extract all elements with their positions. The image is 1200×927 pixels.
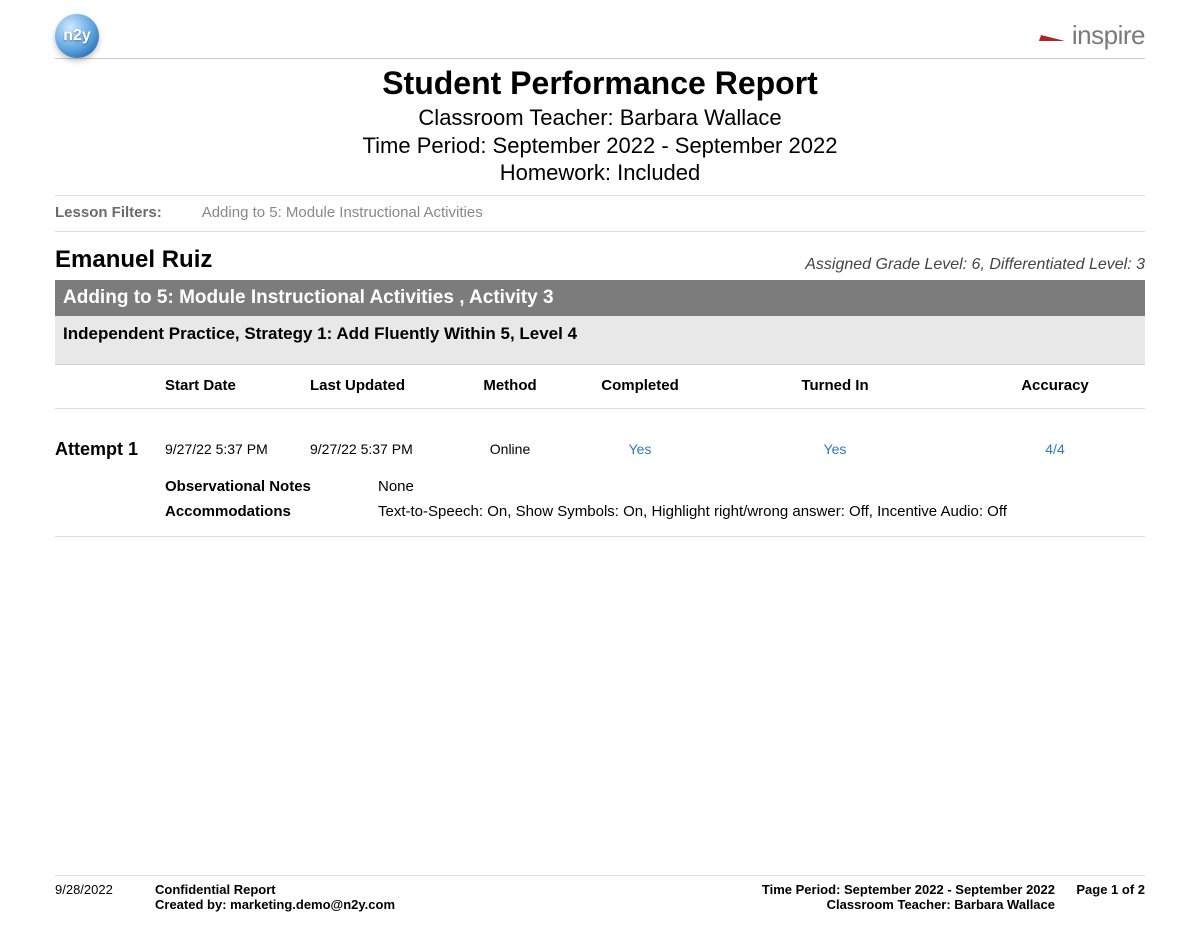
col-completed: Completed (565, 377, 715, 394)
table-header: Start Date Last Updated Method Completed… (55, 365, 1145, 409)
footer-date: 9/28/2022 (55, 882, 155, 897)
footer-right: Time Period: September 2022 - September … (605, 882, 1055, 912)
student-name: Emanuel Ruiz (55, 246, 212, 274)
lesson-filters-label: Lesson Filters: (55, 204, 162, 221)
obs-row: Observational Notes None (165, 474, 1145, 499)
cell-updated: 9/27/22 5:37 PM (310, 441, 455, 457)
activity-bar: Adding to 5: Module Instructional Activi… (55, 280, 1145, 316)
attempt-label: Attempt 1 (55, 439, 165, 460)
col-start: Start Date (165, 377, 310, 394)
student-row: Emanuel Ruiz Assigned Grade Level: 6, Di… (55, 232, 1145, 280)
table-row: Attempt 1 9/27/22 5:37 PM 9/27/22 5:37 P… (55, 409, 1145, 468)
footer-conf: Confidential Report (155, 882, 276, 897)
col-blank (55, 377, 165, 394)
inspire-logo: inspire (1040, 20, 1145, 51)
practice-bar: Independent Practice, Strategy 1: Add Fl… (55, 316, 1145, 365)
col-accuracy: Accuracy (955, 377, 1155, 394)
student-meta: Assigned Grade Level: 6, Differentiated … (805, 256, 1145, 274)
teacher-line: Classroom Teacher: Barbara Wallace (55, 104, 1145, 132)
footer-left: Confidential Report Created by: marketin… (155, 882, 605, 912)
cell-completed[interactable]: Yes (565, 441, 715, 457)
footer-teacher: Classroom Teacher: Barbara Wallace (827, 897, 1055, 912)
top-bar: n2y inspire (55, 15, 1145, 59)
cell-method: Online (455, 441, 565, 457)
period-line: Time Period: September 2022 - September … (55, 132, 1145, 160)
inspire-word: inspire (1072, 20, 1145, 51)
homework-line: Homework: Included (55, 159, 1145, 187)
n2y-logo: n2y (55, 14, 99, 58)
acc-row: Accommodations Text-to-Speech: On, Show … (165, 499, 1145, 524)
cell-turnedin[interactable]: Yes (715, 441, 955, 457)
col-method: Method (455, 377, 565, 394)
lesson-filters-row: Lesson Filters: Adding to 5: Module Inst… (55, 196, 1145, 232)
footer-created: Created by: marketing.demo@n2y.com (155, 897, 395, 912)
footer: 9/28/2022 Confidential Report Created by… (55, 875, 1145, 912)
lesson-filters-value: Adding to 5: Module Instructional Activi… (202, 204, 483, 221)
cell-start: 9/27/22 5:37 PM (165, 441, 310, 457)
footer-period: Time Period: September 2022 - September … (762, 882, 1055, 897)
obs-label: Observational Notes (165, 478, 340, 495)
title-block: Student Performance Report Classroom Tea… (55, 65, 1145, 196)
acc-value: Text-to-Speech: On, Show Symbols: On, Hi… (378, 503, 1007, 520)
swoosh-icon (1040, 29, 1066, 43)
footer-page: Page 1 of 2 (1055, 882, 1145, 897)
cell-accuracy[interactable]: 4/4 (955, 441, 1155, 457)
obs-value: None (378, 478, 414, 495)
col-turnedin: Turned In (715, 377, 955, 394)
detail-rows: Observational Notes None Accommodations … (55, 468, 1145, 537)
col-updated: Last Updated (310, 377, 455, 394)
attempts-table: Start Date Last Updated Method Completed… (55, 365, 1145, 537)
page-title: Student Performance Report (55, 65, 1145, 102)
n2y-logo-text: n2y (63, 27, 91, 45)
acc-label: Accommodations (165, 503, 340, 520)
